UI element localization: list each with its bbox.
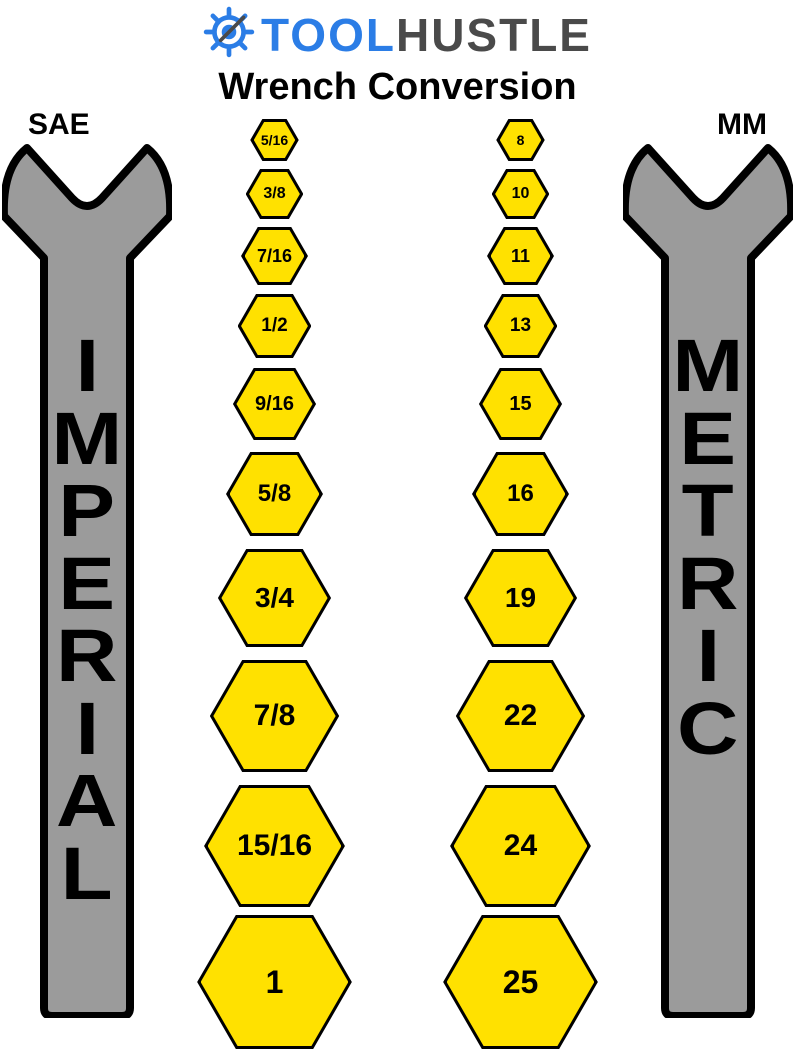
- hexagon-icon: 24: [450, 785, 591, 907]
- mm-row: 8: [433, 119, 608, 161]
- sae-value: 5/8: [230, 455, 320, 533]
- sae-value: 3/4: [221, 552, 327, 644]
- sae-row: 5/8: [187, 452, 362, 536]
- hexagon-icon: 7/8: [210, 660, 339, 772]
- conversion-chart: IMPERIAL METRIC 5/163/87/161/29/165/83/4…: [0, 120, 795, 1020]
- sae-row: 7/8: [187, 660, 362, 772]
- mm-value: 25: [447, 918, 595, 1046]
- gear-icon: [203, 6, 255, 63]
- mm-value: 15: [482, 371, 558, 437]
- mm-row: 24: [433, 785, 608, 907]
- mm-row: 25: [433, 915, 608, 1049]
- sae-value: 7/8: [213, 663, 335, 769]
- mm-value: 10: [495, 172, 546, 216]
- sae-row: 9/16: [187, 368, 362, 440]
- hex-column-sae: 5/163/87/161/29/165/83/47/815/161: [187, 120, 362, 1020]
- sae-value: 5/16: [254, 122, 295, 158]
- sae-row: 15/16: [187, 785, 362, 907]
- mm-value: 16: [476, 455, 566, 533]
- hexagon-icon: 3/8: [246, 169, 304, 219]
- sae-row: 5/16: [187, 119, 362, 161]
- hexagon-icon: 7/16: [241, 227, 308, 285]
- mm-row: 10: [433, 169, 608, 219]
- brand-text-dark: HUSTLE: [396, 8, 592, 62]
- brand-logo: TOOLHUSTLE: [0, 6, 795, 63]
- mm-row: 15: [433, 368, 608, 440]
- sae-value: 7/16: [245, 230, 305, 282]
- mm-value: 24: [454, 788, 588, 904]
- sae-value: 15/16: [208, 788, 342, 904]
- mm-row: 11: [433, 227, 608, 285]
- wrench-right: [623, 138, 793, 1018]
- sae-value: 1: [201, 918, 349, 1046]
- hexagon-icon: 11: [487, 227, 554, 285]
- sae-value: 1/2: [241, 297, 308, 355]
- mm-value: 13: [487, 297, 554, 355]
- hexagon-icon: 19: [464, 549, 577, 647]
- brand-text-accent: TOOL: [261, 8, 396, 62]
- hex-column-mm: 8101113151619222425: [433, 120, 608, 1020]
- mm-row: 22: [433, 660, 608, 772]
- sae-value: 3/8: [249, 172, 300, 216]
- hexagon-icon: 3/4: [218, 549, 331, 647]
- hexagon-icon: 13: [484, 294, 558, 358]
- hexagon-icon: 5/16: [250, 119, 298, 161]
- hexagon-icon: 8: [496, 119, 544, 161]
- sae-value: 9/16: [236, 371, 312, 437]
- hexagon-icon: 5/8: [226, 452, 323, 536]
- hexagon-icon: 10: [492, 169, 550, 219]
- hexagon-icon: 15: [479, 368, 562, 440]
- hexagon-icon: 15/16: [204, 785, 345, 907]
- wrench-left: [2, 138, 172, 1018]
- mm-row: 19: [433, 549, 608, 647]
- hexagon-icon: 22: [456, 660, 585, 772]
- page-title: Wrench Conversion: [0, 66, 795, 109]
- sae-row: 3/8: [187, 169, 362, 219]
- hexagon-icon: 1: [197, 915, 352, 1049]
- sae-row: 1: [187, 915, 362, 1049]
- sae-row: 3/4: [187, 549, 362, 647]
- brand-wordmark: TOOLHUSTLE: [261, 8, 592, 62]
- mm-value: 8: [500, 122, 541, 158]
- hexagon-icon: 25: [443, 915, 598, 1049]
- mm-row: 13: [433, 294, 608, 358]
- mm-value: 19: [467, 552, 573, 644]
- hexagon-icon: 16: [472, 452, 569, 536]
- mm-value: 22: [459, 663, 581, 769]
- hexagon-icon: 1/2: [238, 294, 312, 358]
- sae-row: 7/16: [187, 227, 362, 285]
- sae-row: 1/2: [187, 294, 362, 358]
- mm-row: 16: [433, 452, 608, 536]
- hexagon-icon: 9/16: [233, 368, 316, 440]
- mm-value: 11: [491, 230, 551, 282]
